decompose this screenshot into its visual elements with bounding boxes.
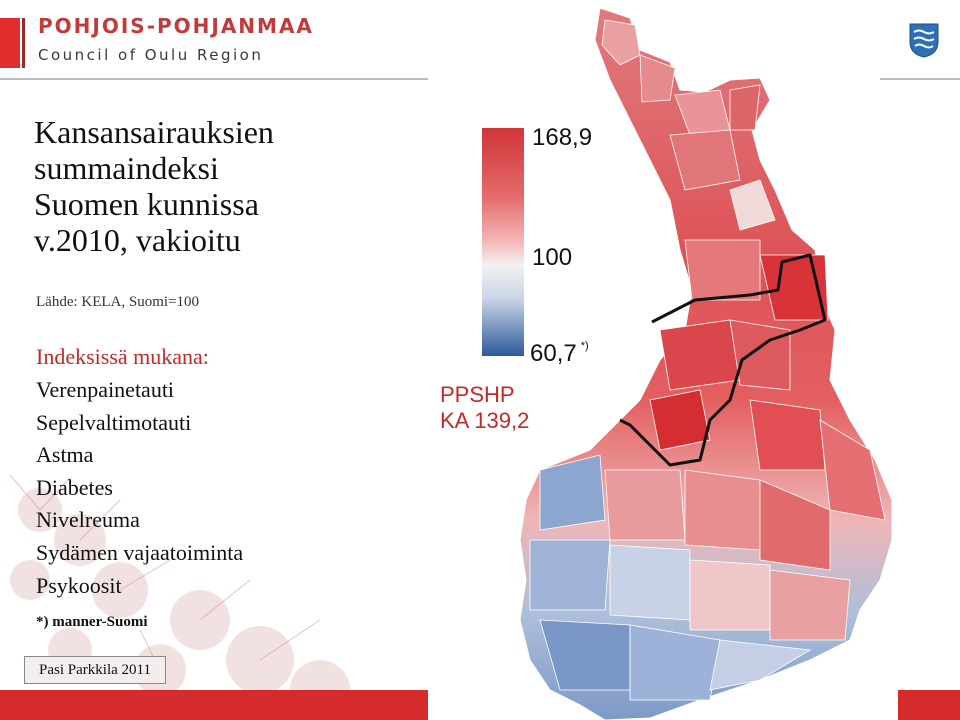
source-text: Lähde: KELA, Suomi=100 xyxy=(36,294,200,310)
title-line-4: v.2010, vakioitu xyxy=(34,222,241,258)
indicators-heading: Indeksissä mukana: xyxy=(36,344,209,369)
indicator-item: Psykoosit xyxy=(36,572,122,598)
legend-min-note: *) xyxy=(580,340,589,352)
indicator-item: Sepelvaltimotauti xyxy=(36,409,192,435)
bottom-stripe-left xyxy=(0,690,428,720)
indicator-item: Verenpainetauti xyxy=(36,377,175,402)
region-average: KA 139,2 xyxy=(440,408,530,433)
municipality-patches xyxy=(529,19,886,701)
org-subtitle: Council of Oulu Region xyxy=(38,46,264,64)
legend-mid-label: 100 xyxy=(532,244,573,271)
indicator-item: Diabetes xyxy=(36,474,113,500)
org-title: POHJOIS-POHJANMAA xyxy=(38,14,314,38)
indicator-item: Sydämen vajaatoiminta xyxy=(36,539,244,565)
indicator-item: Astma xyxy=(36,442,94,468)
brand-bar xyxy=(0,18,20,68)
finland-choropleth-map xyxy=(519,7,893,720)
region-name: PPSHP xyxy=(440,382,515,407)
bottom-stripe-right xyxy=(898,690,960,720)
legend-color-bar xyxy=(482,128,524,356)
legend-min-value: 60,7 xyxy=(530,340,577,367)
indicator-item: Nivelreuma xyxy=(36,507,140,533)
region-label: PPSHP KA 139,2 xyxy=(440,382,529,434)
title-line-1: Kansansairauksien xyxy=(34,114,274,150)
main-title: Kansansairauksien summaindeksi Suomen ku… xyxy=(34,114,434,258)
coat-of-arms-icon xyxy=(909,23,939,58)
footnote: *) manner-Suomi xyxy=(36,614,148,630)
header-divider-left xyxy=(0,78,428,80)
brand-bar-accent xyxy=(22,18,25,68)
legend-min-label: 60,7 *) xyxy=(530,340,589,368)
ppshp-boundary xyxy=(619,253,827,467)
title-line-3: Suomen kunnissa xyxy=(34,186,259,222)
legend-max-label: 168,9 xyxy=(532,124,593,151)
indicator-list: Verenpainetauti Sepelvaltimotauti Astma … xyxy=(36,374,243,602)
header-divider-right xyxy=(880,78,960,80)
title-line-2: summaindeksi xyxy=(34,150,219,186)
author-label: Pasi Parkkila 2011 xyxy=(24,656,166,684)
